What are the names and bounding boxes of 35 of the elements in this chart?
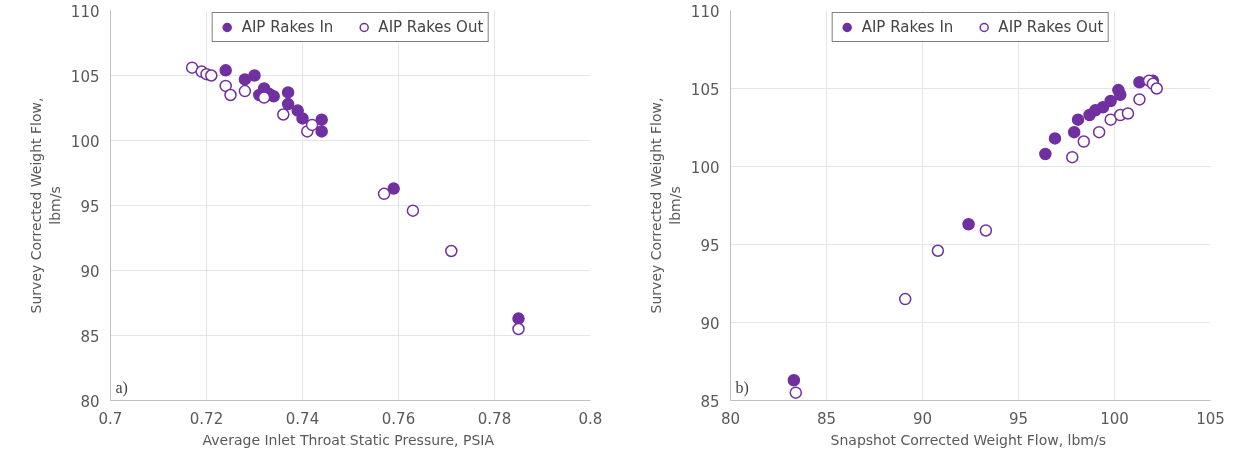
x-tick-label: 95 — [1008, 409, 1029, 428]
legend-label: AIP Rakes Out — [378, 18, 484, 36]
x-tick-label: 0.72 — [189, 409, 224, 428]
y-tick-label: 100 — [690, 158, 720, 177]
y-tick-label: 110 — [70, 2, 100, 21]
legend-label: AIP Rakes In — [861, 18, 954, 36]
x-tick-label: 0.74 — [285, 409, 320, 428]
x-tick-label: 85 — [816, 409, 837, 428]
x-tick-label: 105 — [1196, 409, 1225, 428]
x-tick-label: 90 — [912, 409, 933, 428]
x-tick-label: 0.78 — [477, 409, 512, 428]
legend-label: AIP Rakes Out — [998, 18, 1104, 36]
y-tick-label: 80 — [80, 392, 100, 411]
x-tick-label: 0.76 — [381, 409, 416, 428]
x-tick-label: 80 — [720, 409, 741, 428]
y-tick-label: 90 — [700, 314, 720, 333]
legend-label: AIP Rakes In — [241, 18, 334, 36]
x-tick-label: 0.7 — [98, 409, 123, 428]
y-axis-title: Survey Corrected Weight Flow, lbm/s — [27, 97, 63, 314]
y-tick-label: 105 — [70, 67, 100, 86]
y-tick-label: 95 — [700, 236, 720, 255]
x-tick-label: 100 — [1100, 409, 1129, 428]
annotation: a) — [115, 378, 128, 397]
y-tick-label: 85 — [80, 327, 100, 346]
annotation: b) — [735, 378, 749, 397]
y-tick-label: 100 — [70, 132, 100, 151]
y-tick-label: 85 — [700, 392, 720, 411]
x-axis-title: Snapshot Corrected Weight Flow, lbm/s — [830, 431, 1107, 448]
y-tick-label: 90 — [80, 262, 100, 281]
y-tick-label: 105 — [690, 80, 720, 99]
x-axis-title: Average Inlet Throat Static Pressure, PSIA — [202, 431, 495, 448]
y-tick-label: 110 — [690, 2, 720, 21]
x-tick-label: 0.8 — [578, 409, 603, 428]
y-tick-label: 95 — [80, 197, 100, 216]
y-axis-title: Survey Corrected Weight Flow, lbm/s — [647, 97, 683, 314]
